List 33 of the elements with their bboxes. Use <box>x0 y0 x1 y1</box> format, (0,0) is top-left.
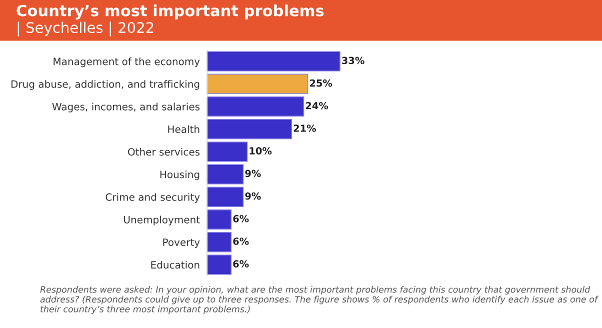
y-tick-label: Housing <box>160 170 200 180</box>
data-label: 9% <box>245 170 261 178</box>
data-label: 9% <box>245 192 261 200</box>
text: Respondents were asked: In your opinion, what are the most important problems facing this country that government should address? (Respondents could give up to three responses. The figure shows % of respondents who identify each issue as one of their country’s three most important problems.) <box>40 286 599 314</box>
y-tick-label: Education <box>151 260 200 269</box>
bar <box>207 254 232 275</box>
data-label: 10% <box>250 147 272 155</box>
data-label: 24% <box>306 102 328 110</box>
bar <box>207 51 340 72</box>
data-label: 6% <box>233 260 249 268</box>
chart-title: Country’s most important problems <box>16 4 324 20</box>
data-label: 33% <box>342 56 364 64</box>
bar <box>207 142 248 162</box>
bar <box>207 186 244 208</box>
y-tick-label: Poverty <box>163 238 200 248</box>
bar <box>207 164 244 184</box>
data-label: 21% <box>294 124 316 132</box>
y-tick-label: Wages, incomes, and salaries <box>52 102 200 112</box>
y-tick-label: Management of the economy <box>54 58 200 68</box>
y-tick-label: Crime and security <box>106 193 200 203</box>
y-tick-label: Health <box>168 125 200 134</box>
bar <box>207 74 308 94</box>
y-tick-label: Drug abuse, addiction, and trafficking <box>11 80 200 90</box>
bar <box>207 118 292 140</box>
data-label: 6% <box>233 214 249 222</box>
y-tick-label: Unemployment <box>124 216 200 226</box>
y-tick-label: Other services <box>128 148 200 156</box>
bar <box>207 96 304 117</box>
bar <box>207 209 232 230</box>
data-label: 25% <box>310 79 332 87</box>
data-label: 6% <box>233 238 249 245</box>
bar <box>207 232 232 252</box>
text: | Seychelles | 2022 <box>18 22 154 36</box>
